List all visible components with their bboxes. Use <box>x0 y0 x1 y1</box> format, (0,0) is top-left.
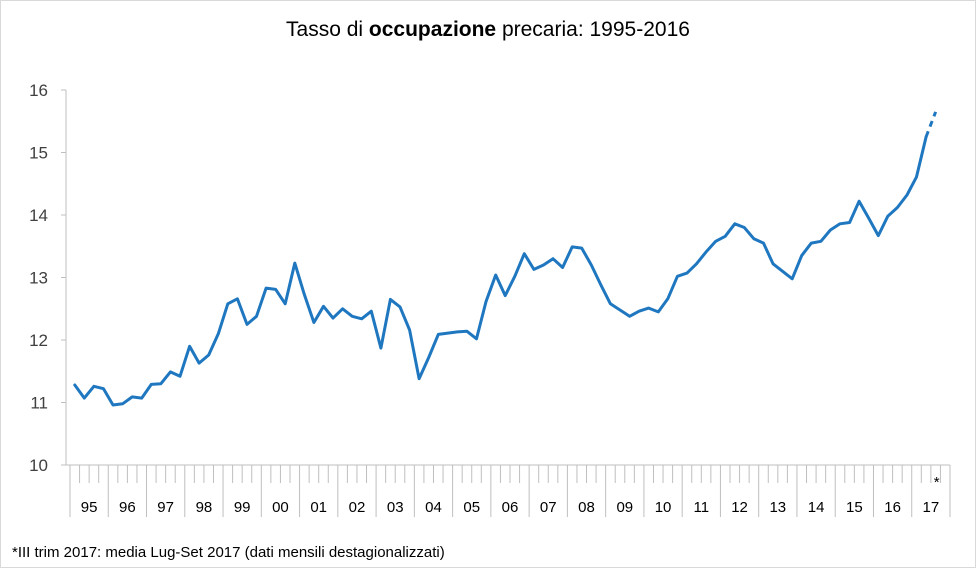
x-tick-label: 11 <box>694 499 710 516</box>
x-tick-label: 16 <box>884 499 901 516</box>
x-tick-label: 12 <box>731 499 748 516</box>
x-tick-label: 10 <box>655 499 672 516</box>
chart-title-part-0: Tasso di <box>286 18 369 41</box>
y-tick-label: 10 <box>29 456 48 475</box>
series-line <box>73 135 928 407</box>
x-tick-label: 09 <box>616 499 633 516</box>
y-tick-label: 16 <box>29 81 48 100</box>
y-tick-label: 14 <box>29 206 48 225</box>
x-tick-label: 04 <box>425 499 442 516</box>
x-tick-label: 14 <box>808 499 825 516</box>
x-tick-label: 15 <box>846 499 863 516</box>
x-tick-label: 06 <box>502 499 519 516</box>
x-tick-label: 07 <box>540 499 557 516</box>
x-tick-label: 95 <box>81 499 98 516</box>
x-tick-label: 00 <box>272 499 289 516</box>
x-tick-label: 13 <box>769 499 786 516</box>
y-tick-label: 13 <box>29 269 48 288</box>
x-tick-label: 96 <box>119 499 136 516</box>
x-tick-label: 02 <box>349 499 366 516</box>
chart-title-part-1: occupazione <box>368 18 497 41</box>
x-tick-label: 98 <box>196 499 213 516</box>
x-tick-label: 03 <box>387 499 404 516</box>
x-tick-label: 17 <box>923 499 940 516</box>
x-tick-label: 08 <box>578 499 595 516</box>
x-tick-label: 05 <box>463 499 480 516</box>
y-tick-label: 12 <box>29 331 48 350</box>
chart-title: Tasso di occupazione precaria: 1995-2016 <box>0 18 976 42</box>
series-projection-line <box>924 111 938 138</box>
x-star-label: * <box>934 474 940 491</box>
x-tick-label: 97 <box>157 499 174 516</box>
y-tick-label: 15 <box>29 144 48 163</box>
x-tick-label: 01 <box>310 499 327 516</box>
chart-title-part-2: precaria: 1995-2016 <box>496 18 690 41</box>
x-tick-label: 99 <box>234 499 251 516</box>
y-tick-label: 11 <box>30 394 48 413</box>
footnote: *III trim 2017: media Lug-Set 2017 (dati… <box>12 544 445 561</box>
